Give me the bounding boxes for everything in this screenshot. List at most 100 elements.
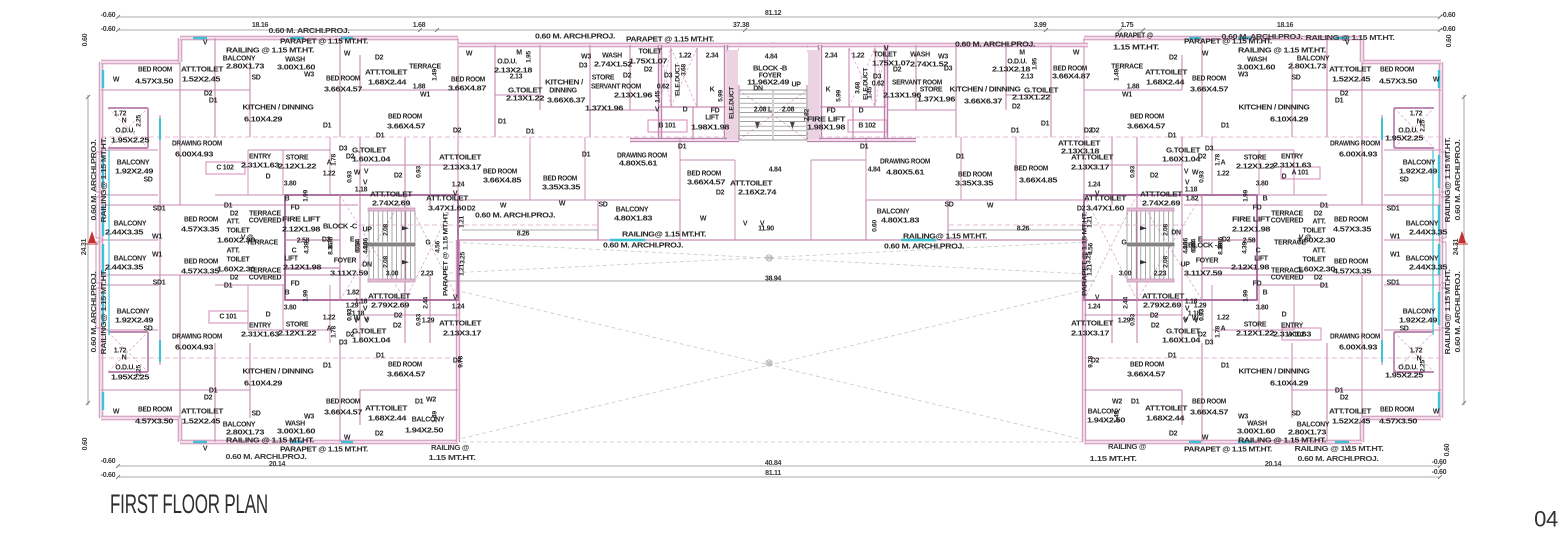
svg-text:1.18: 1.18: [352, 311, 365, 318]
svg-text:D2: D2: [1169, 431, 1178, 438]
svg-text:3.66X4.57: 3.66X4.57: [324, 410, 363, 417]
svg-text:BED ROOM: BED ROOM: [138, 67, 172, 74]
svg-text:UP: UP: [791, 82, 801, 89]
svg-text:4.56: 4.56: [435, 241, 442, 253]
svg-text:V: V: [1345, 446, 1350, 453]
svg-text:3.66X6.37: 3.66X6.37: [964, 99, 1003, 106]
svg-text:RAILING @: RAILING @: [1108, 443, 1146, 451]
svg-text:G.TOILET: G.TOILET: [1024, 88, 1059, 95]
svg-text:BALCONY: BALCONY: [412, 417, 445, 424]
svg-text:C: C: [292, 248, 297, 255]
svg-text:BALCONY: BALCONY: [616, 207, 649, 214]
svg-text:3.66X4.87: 3.66X4.87: [1052, 74, 1091, 81]
svg-text:ATT.TOILET: ATT.TOILET: [181, 67, 224, 74]
svg-text:0.60 M. ARCHI.PROJ.: 0.60 M. ARCHI.PROJ.: [603, 243, 683, 250]
svg-text:W: W: [344, 51, 351, 58]
svg-text:2.08: 2.08: [383, 224, 390, 236]
svg-text:D1: D1: [1168, 133, 1177, 140]
svg-text:4.57X3.35: 4.57X3.35: [181, 269, 220, 276]
svg-text:O.D.U.: O.D.U.: [1398, 365, 1418, 372]
svg-text:G.TOILET: G.TOILET: [1166, 148, 1201, 155]
svg-text:LIFT: LIFT: [705, 115, 720, 122]
svg-text:W: W: [987, 203, 994, 210]
svg-text:2.58: 2.58: [297, 238, 310, 245]
svg-text:RAILING @: RAILING @: [431, 444, 469, 452]
svg-text:W1: W1: [1390, 252, 1400, 259]
svg-text:4.84: 4.84: [769, 167, 782, 174]
svg-text:W3: W3: [1238, 414, 1248, 421]
svg-text:BALCONY: BALCONY: [1403, 160, 1436, 167]
svg-text:FIRE LIFT: FIRE LIFT: [807, 117, 846, 124]
svg-text:G.TOILET: G.TOILET: [508, 88, 543, 95]
svg-text:BALCONY: BALCONY: [117, 160, 150, 167]
svg-text:6.10X4.29: 6.10X4.29: [244, 381, 283, 388]
svg-text:1.49: 1.49: [1114, 69, 1121, 81]
svg-text:BED ROOM: BED ROOM: [138, 407, 172, 414]
svg-text:D2: D2: [1084, 128, 1093, 135]
svg-text:SD: SD: [1399, 177, 1408, 184]
svg-text:2.16X2.74: 2.16X2.74: [738, 190, 777, 197]
svg-text:W3: W3: [938, 54, 948, 61]
svg-text:1.15 MT.HT.: 1.15 MT.HT.: [1090, 455, 1137, 463]
svg-text:FD: FD: [711, 108, 720, 115]
svg-text:V: V: [1185, 306, 1190, 313]
svg-text:11.90: 11.90: [758, 226, 774, 233]
svg-text:37.38: 37.38: [733, 21, 750, 29]
svg-text:BED ROOM: BED ROOM: [451, 77, 485, 84]
svg-text:08: 08: [767, 256, 772, 261]
svg-text:0.60 M. ARCHI.PROJ.: 0.60 M. ARCHI.PROJ.: [1298, 455, 1379, 463]
svg-text:40.84: 40.84: [765, 459, 782, 467]
svg-text:1.95X2.25: 1.95X2.25: [111, 375, 150, 382]
svg-text:3.80: 3.80: [1256, 305, 1269, 312]
svg-text:-0.60: -0.60: [1432, 458, 1447, 466]
svg-text:BLOCK -A: BLOCK -A: [1188, 243, 1222, 250]
svg-text:SD1: SD1: [153, 280, 166, 287]
svg-text:D2: D2: [322, 237, 331, 244]
svg-text:FOYER: FOYER: [1196, 258, 1219, 265]
svg-text:E: E: [350, 237, 355, 244]
svg-text:TERRACE: TERRACE: [409, 64, 441, 71]
svg-text:SD: SD: [1399, 326, 1408, 333]
svg-text:PARAPET @ 1.15 MT.HT.: PARAPET @ 1.15 MT.HT.: [626, 37, 714, 44]
svg-text:2.13X1.22: 2.13X1.22: [506, 96, 545, 103]
svg-text:4.80X1.83: 4.80X1.83: [881, 218, 920, 225]
svg-text:2.08: 2.08: [754, 107, 767, 114]
svg-text:D2: D2: [644, 67, 653, 74]
svg-text:3.00X1.60: 3.00X1.60: [1237, 429, 1276, 436]
svg-text:2.44: 2.44: [423, 297, 430, 309]
svg-text:PARAPET @ 1.15 MT.HT.: PARAPET @ 1.15 MT.HT.: [1184, 39, 1272, 46]
svg-text:W: W: [113, 77, 120, 84]
svg-text:2.25: 2.25: [136, 115, 143, 127]
svg-text:1.60X1.04: 1.60X1.04: [352, 338, 391, 345]
svg-text:1.60X1.04: 1.60X1.04: [1162, 157, 1201, 164]
svg-text:1.52X2.45: 1.52X2.45: [1332, 419, 1371, 426]
svg-text:D2: D2: [1150, 173, 1159, 180]
svg-text:24.31: 24.31: [80, 239, 88, 256]
svg-text:8.36: 8.36: [328, 243, 335, 255]
svg-text:RAILING @ 1.15 MT.HT.: RAILING @ 1.15 MT.HT.: [1238, 438, 1326, 445]
svg-text:1.52X2.45: 1.52X2.45: [182, 77, 221, 84]
svg-text:1.15 MT.HT.: 1.15 MT.HT.: [1113, 45, 1159, 52]
svg-text:0.60 M. ARCHI.PROJ.: 0.60 M. ARCHI.PROJ.: [269, 27, 350, 35]
svg-text:2.08: 2.08: [782, 107, 795, 114]
svg-text:BED ROOM: BED ROOM: [1192, 399, 1226, 406]
svg-text:2.74X1.52: 2.74X1.52: [910, 62, 949, 69]
svg-text:D2: D2: [1314, 275, 1323, 282]
svg-text:1.88: 1.88: [413, 84, 426, 91]
svg-text:RAILING @ 1.15 MT.HT.: RAILING @ 1.15 MT.HT.: [226, 48, 314, 55]
svg-text:2.23: 2.23: [421, 271, 434, 278]
svg-text:LIFT: LIFT: [1254, 256, 1269, 263]
svg-text:D1: D1: [526, 129, 535, 136]
svg-text:D2: D2: [453, 128, 462, 135]
svg-text:2.74X1.52: 2.74X1.52: [594, 62, 633, 69]
svg-text:COVERED: COVERED: [249, 218, 282, 225]
svg-text:DRAWING ROOM: DRAWING ROOM: [880, 159, 930, 166]
svg-text:RAILING@ 1.15 MT.HT.: RAILING@ 1.15 MT.HT.: [1444, 137, 1452, 222]
svg-text:D2: D2: [204, 91, 213, 98]
svg-text:4.84: 4.84: [765, 54, 778, 61]
svg-text:1.22: 1.22: [323, 171, 336, 178]
svg-text:ELE.DUCT: ELE.DUCT: [863, 67, 870, 100]
svg-text:2.13: 2.13: [1021, 74, 1034, 81]
svg-text:4.57X3.50: 4.57X3.50: [135, 79, 174, 86]
svg-text:2.80X1.73: 2.80X1.73: [1288, 430, 1327, 437]
